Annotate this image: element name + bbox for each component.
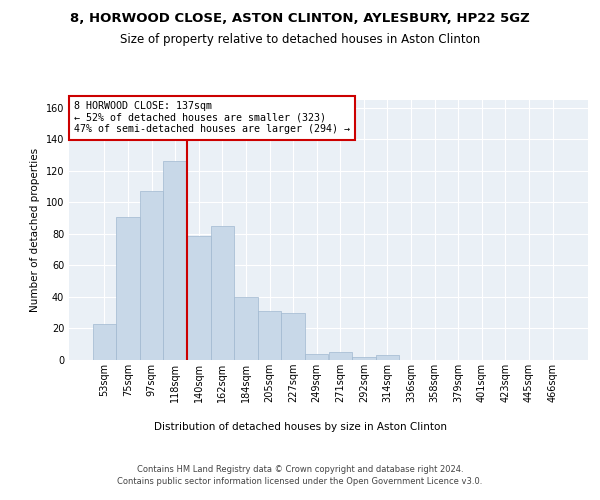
Bar xyxy=(211,226,234,360)
Bar xyxy=(116,216,140,360)
Bar xyxy=(352,357,376,360)
Bar xyxy=(92,324,116,360)
Bar xyxy=(140,192,163,360)
Bar xyxy=(258,311,281,360)
Y-axis label: Number of detached properties: Number of detached properties xyxy=(30,148,40,312)
Text: Contains HM Land Registry data © Crown copyright and database right 2024.
Contai: Contains HM Land Registry data © Crown c… xyxy=(118,465,482,486)
Text: Distribution of detached houses by size in Aston Clinton: Distribution of detached houses by size … xyxy=(154,422,446,432)
Bar xyxy=(376,356,399,360)
Bar xyxy=(234,297,258,360)
Text: 8, HORWOOD CLOSE, ASTON CLINTON, AYLESBURY, HP22 5GZ: 8, HORWOOD CLOSE, ASTON CLINTON, AYLESBU… xyxy=(70,12,530,26)
Bar xyxy=(305,354,329,360)
Bar xyxy=(281,312,305,360)
Bar xyxy=(187,236,211,360)
Bar xyxy=(163,162,187,360)
Text: 8 HORWOOD CLOSE: 137sqm
← 52% of detached houses are smaller (323)
47% of semi-d: 8 HORWOOD CLOSE: 137sqm ← 52% of detache… xyxy=(74,102,350,134)
Text: Size of property relative to detached houses in Aston Clinton: Size of property relative to detached ho… xyxy=(120,32,480,46)
Bar xyxy=(329,352,352,360)
